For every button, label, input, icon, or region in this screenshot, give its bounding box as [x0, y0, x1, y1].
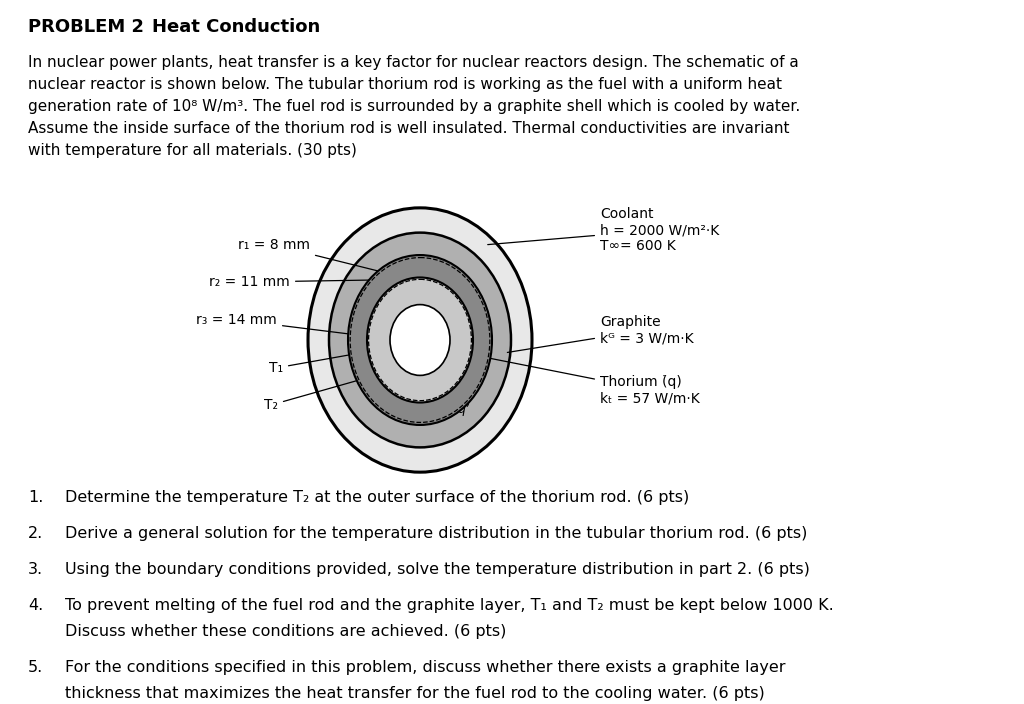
Text: r₁ = 8 mm: r₁ = 8 mm [238, 238, 446, 288]
Text: 3.: 3. [28, 562, 43, 577]
Text: with temperature for all materials. (30 pts): with temperature for all materials. (30 … [28, 143, 357, 158]
Text: generation rate of 10⁸ W/m³. The fuel rod is surrounded by a graphite shell whic: generation rate of 10⁸ W/m³. The fuel ro… [28, 99, 800, 114]
Text: T₁: T₁ [269, 344, 415, 375]
Text: thickness that maximizes the heat transfer for the fuel rod to the cooling water: thickness that maximizes the heat transf… [65, 686, 765, 701]
Text: Assume the inside surface of the thorium rod is well insulated. Thermal conducti: Assume the inside surface of the thorium… [28, 121, 790, 136]
Text: r₂ = 11 mm: r₂ = 11 mm [209, 275, 444, 289]
Text: Thorium (̇q)
kₜ = 57 W/m·K: Thorium (̇q) kₜ = 57 W/m·K [486, 358, 699, 405]
Text: Graphite
kᴳ = 3 W/m·K: Graphite kᴳ = 3 W/m·K [507, 315, 693, 353]
Text: Derive a general solution for the temperature distribution in the tubular thoriu: Derive a general solution for the temper… [65, 526, 807, 541]
Text: nuclear reactor is shown below. The tubular thorium rod is working as the fuel w: nuclear reactor is shown below. The tubu… [28, 77, 782, 92]
Text: T₂: T₂ [264, 375, 378, 412]
Text: q’: q’ [458, 403, 469, 416]
Text: 2.: 2. [28, 526, 43, 541]
Ellipse shape [367, 277, 473, 403]
Text: 5.: 5. [28, 660, 43, 675]
Text: Coolant
h = 2000 W/m²·K
T∞= 600 K: Coolant h = 2000 W/m²·K T∞= 600 K [487, 207, 719, 253]
Text: In nuclear power plants, heat transfer is a key factor for nuclear reactors desi: In nuclear power plants, heat transfer i… [28, 55, 799, 70]
Text: Heat Conduction: Heat Conduction [152, 18, 321, 36]
Text: PROBLEM 2: PROBLEM 2 [28, 18, 144, 36]
Text: 4.: 4. [28, 598, 43, 613]
Ellipse shape [390, 305, 450, 375]
Text: Determine the temperature T₂ at the outer surface of the thorium rod. (6 pts): Determine the temperature T₂ at the oute… [65, 490, 689, 505]
Ellipse shape [329, 232, 511, 447]
Text: r₃ = 14 mm: r₃ = 14 mm [197, 313, 351, 334]
Ellipse shape [348, 255, 492, 425]
Text: For the conditions specified in this problem, discuss whether there exists a gra: For the conditions specified in this pro… [65, 660, 785, 675]
Text: Using the boundary conditions provided, solve the temperature distribution in pa: Using the boundary conditions provided, … [65, 562, 810, 577]
Text: Discuss whether these conditions are achieved. (6 pts): Discuss whether these conditions are ach… [65, 624, 507, 639]
Text: 1.: 1. [28, 490, 43, 505]
Text: To prevent melting of the fuel rod and the graphite layer, T₁ and T₂ must be kep: To prevent melting of the fuel rod and t… [65, 598, 834, 613]
Ellipse shape [308, 208, 532, 472]
